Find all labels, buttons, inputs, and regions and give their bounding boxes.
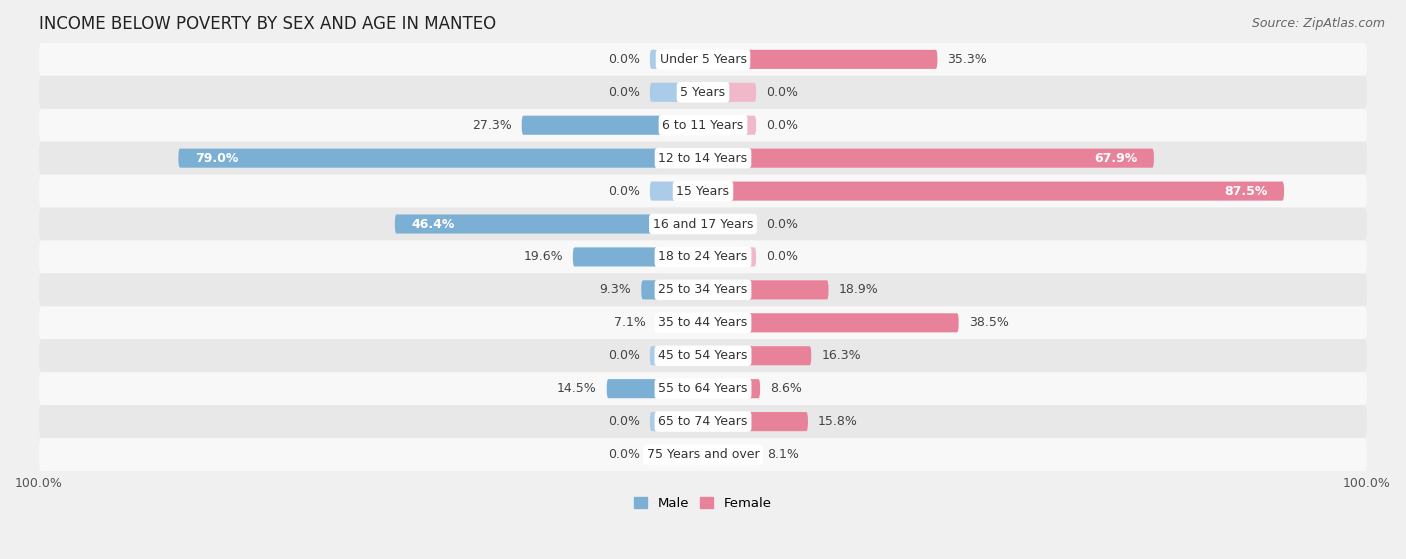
FancyBboxPatch shape [650,182,703,201]
FancyBboxPatch shape [650,346,703,365]
Text: 0.0%: 0.0% [607,415,640,428]
FancyBboxPatch shape [703,248,756,267]
Text: 55 to 64 Years: 55 to 64 Years [658,382,748,395]
FancyBboxPatch shape [39,43,1367,76]
Text: 0.0%: 0.0% [607,448,640,461]
FancyBboxPatch shape [703,116,756,135]
FancyBboxPatch shape [39,405,1367,438]
Text: 5 Years: 5 Years [681,86,725,99]
FancyBboxPatch shape [39,273,1367,306]
FancyBboxPatch shape [607,379,703,398]
Text: 0.0%: 0.0% [766,217,799,230]
FancyBboxPatch shape [703,50,938,69]
Text: 12 to 14 Years: 12 to 14 Years [658,151,748,165]
FancyBboxPatch shape [655,313,703,333]
FancyBboxPatch shape [703,182,1284,201]
Text: Under 5 Years: Under 5 Years [659,53,747,66]
Text: 87.5%: 87.5% [1225,184,1267,197]
FancyBboxPatch shape [650,445,703,464]
FancyBboxPatch shape [703,412,808,431]
FancyBboxPatch shape [39,76,1367,109]
FancyBboxPatch shape [39,306,1367,339]
Text: 27.3%: 27.3% [472,119,512,132]
FancyBboxPatch shape [641,280,703,300]
FancyBboxPatch shape [572,248,703,267]
FancyBboxPatch shape [703,83,756,102]
FancyBboxPatch shape [39,109,1367,141]
Text: 6 to 11 Years: 6 to 11 Years [662,119,744,132]
Text: 25 to 34 Years: 25 to 34 Years [658,283,748,296]
FancyBboxPatch shape [39,207,1367,240]
Text: 0.0%: 0.0% [607,184,640,197]
FancyBboxPatch shape [39,438,1367,471]
FancyBboxPatch shape [703,313,959,333]
FancyBboxPatch shape [650,50,703,69]
Text: 65 to 74 Years: 65 to 74 Years [658,415,748,428]
Text: 14.5%: 14.5% [557,382,596,395]
FancyBboxPatch shape [703,280,828,300]
Text: 0.0%: 0.0% [766,250,799,263]
Text: 19.6%: 19.6% [523,250,562,263]
FancyBboxPatch shape [39,339,1367,372]
Text: 35 to 44 Years: 35 to 44 Years [658,316,748,329]
Text: 0.0%: 0.0% [766,86,799,99]
Text: 0.0%: 0.0% [607,86,640,99]
FancyBboxPatch shape [39,240,1367,273]
Text: 18.9%: 18.9% [838,283,879,296]
Text: INCOME BELOW POVERTY BY SEX AND AGE IN MANTEO: INCOME BELOW POVERTY BY SEX AND AGE IN M… [39,15,496,33]
Text: 7.1%: 7.1% [614,316,645,329]
FancyBboxPatch shape [650,83,703,102]
Text: Source: ZipAtlas.com: Source: ZipAtlas.com [1251,17,1385,30]
FancyBboxPatch shape [39,372,1367,405]
FancyBboxPatch shape [703,346,811,365]
FancyBboxPatch shape [179,149,703,168]
Text: 15 Years: 15 Years [676,184,730,197]
Text: 0.0%: 0.0% [607,53,640,66]
Legend: Male, Female: Male, Female [628,492,778,516]
Text: 46.4%: 46.4% [412,217,456,230]
FancyBboxPatch shape [39,141,1367,174]
FancyBboxPatch shape [650,412,703,431]
Text: 45 to 54 Years: 45 to 54 Years [658,349,748,362]
Text: 16 and 17 Years: 16 and 17 Years [652,217,754,230]
FancyBboxPatch shape [703,215,756,234]
Text: 0.0%: 0.0% [607,349,640,362]
FancyBboxPatch shape [703,445,756,464]
FancyBboxPatch shape [703,379,761,398]
Text: 0.0%: 0.0% [766,119,799,132]
Text: 79.0%: 79.0% [195,151,239,165]
FancyBboxPatch shape [703,149,1154,168]
Text: 75 Years and over: 75 Years and over [647,448,759,461]
FancyBboxPatch shape [522,116,703,135]
Text: 8.6%: 8.6% [770,382,801,395]
Text: 67.9%: 67.9% [1094,151,1137,165]
FancyBboxPatch shape [39,174,1367,207]
Text: 8.1%: 8.1% [766,448,799,461]
Text: 16.3%: 16.3% [821,349,860,362]
Text: 18 to 24 Years: 18 to 24 Years [658,250,748,263]
Text: 35.3%: 35.3% [948,53,987,66]
Text: 38.5%: 38.5% [969,316,1008,329]
Text: 9.3%: 9.3% [599,283,631,296]
Text: 15.8%: 15.8% [818,415,858,428]
FancyBboxPatch shape [395,215,703,234]
